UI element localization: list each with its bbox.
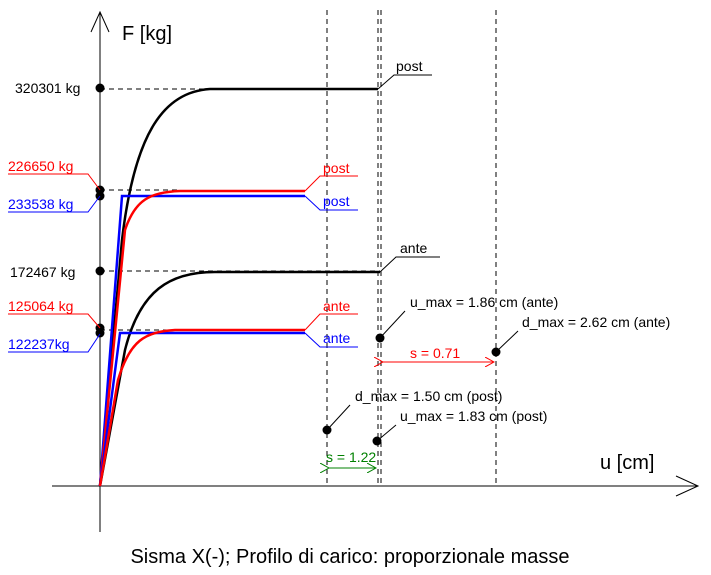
x-axis-label: u [cm] — [600, 452, 654, 474]
left-label: 172467 kg — [10, 264, 75, 280]
curve-label: ante — [400, 240, 427, 256]
caption: Sisma X(-); Profilo di carico: proporzio… — [130, 546, 569, 568]
annotation-marks — [323, 310, 519, 468]
annotation: s = 0.71 — [410, 345, 460, 361]
left-label: 125064 kg — [8, 298, 73, 314]
left-labels — [8, 83, 105, 353]
y-axis-label: F [kg] — [122, 23, 172, 45]
annotation: u_max = 1.83 cm (post) — [400, 408, 547, 424]
curve-label: post — [396, 58, 423, 74]
curves — [98, 87, 380, 487]
left-label: 226650 kg — [8, 158, 73, 174]
curve-label: post — [323, 160, 350, 176]
annotation: d_max = 1.50 cm (post) — [355, 388, 502, 404]
left-label: 122237kg — [8, 336, 70, 352]
curve-label: ante — [323, 330, 350, 346]
annotation: d_max = 2.62 cm (ante) — [522, 314, 670, 330]
curve-label: post — [323, 193, 350, 209]
left-label: 320301 kg — [15, 80, 80, 96]
curve-leaders — [304, 74, 440, 348]
left-label: 233538 kg — [8, 196, 73, 212]
annotation: s = 1.22 — [326, 449, 376, 465]
curve-label: ante — [323, 298, 350, 314]
annotation: u_max = 1.86 cm (ante) — [410, 294, 558, 310]
